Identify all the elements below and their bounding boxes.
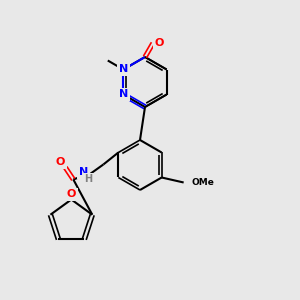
Text: OMe: OMe <box>192 178 214 187</box>
Text: N: N <box>119 89 128 100</box>
Text: H: H <box>84 175 92 184</box>
Text: O: O <box>67 190 76 200</box>
Text: O: O <box>154 38 164 48</box>
Text: O: O <box>56 158 65 167</box>
Text: N: N <box>119 64 128 74</box>
Text: N: N <box>79 167 88 178</box>
